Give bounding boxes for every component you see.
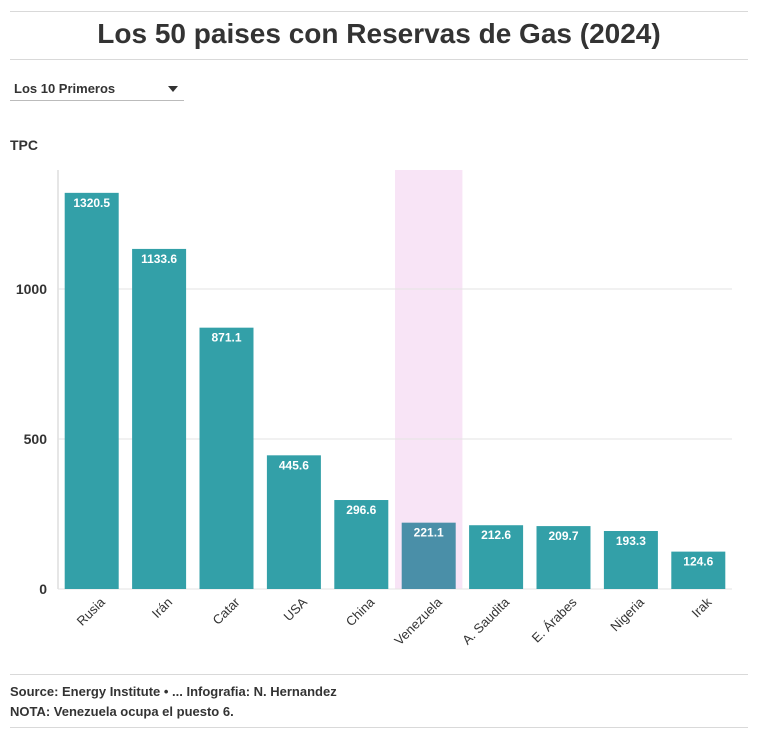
y-tick-label: 1000 [16, 281, 47, 297]
bar [266, 455, 321, 589]
bar [536, 526, 591, 589]
bar-value-label: 445.6 [279, 458, 309, 472]
x-tick-label: Venezuela [391, 594, 445, 648]
x-tick-label: Irak [688, 594, 714, 620]
bar-value-label: 296.6 [346, 503, 376, 517]
bar [671, 551, 726, 589]
bar [401, 522, 456, 589]
bar-value-label: 1133.6 [141, 252, 177, 266]
x-tick-label: E. Árabes [529, 594, 580, 645]
source-text: Source: Energy Institute • ... Infografi… [10, 684, 337, 699]
y-tick-label: 500 [24, 431, 48, 447]
x-tick-label: Nigeria [607, 594, 647, 634]
x-tick-label: A. Saudita [459, 594, 513, 648]
bar-value-label: 193.3 [616, 534, 646, 548]
title-rule [10, 59, 748, 60]
top-rule [10, 11, 748, 12]
bar [334, 500, 389, 589]
bar-chart: 0 500 1000 TPC 1320.5 Rusia 1133.6 Irán 871.1 Cat… [10, 137, 732, 648]
highlight-band [395, 170, 463, 589]
bar-value-label: 871.1 [211, 331, 241, 345]
x-tick-label: Rusia [74, 594, 109, 629]
x-tick-label: China [343, 594, 378, 629]
footer-rule [10, 674, 748, 675]
page-title: Los 50 paises con Reservas de Gas (2024) [97, 18, 661, 49]
note-text: NOTA: Venezuela ocupa el puesto 6. [10, 704, 234, 719]
ranking-dropdown[interactable]: Los 10 Primeros [10, 78, 184, 101]
bar-value-label: 212.6 [481, 528, 511, 542]
y-tick-label: 0 [39, 581, 47, 597]
bar-value-label: 1320.5 [73, 196, 110, 210]
x-tick-label: USA [281, 594, 311, 624]
bar [199, 327, 254, 589]
bar [64, 192, 119, 589]
bar-value-label: 209.7 [548, 529, 578, 543]
bar [603, 531, 658, 589]
x-tick-label: Irán [149, 595, 175, 621]
bar-value-label: 124.6 [683, 555, 713, 569]
y-axis-label: TPC [10, 137, 38, 153]
dropdown-selected-value: Los 10 Primeros [14, 81, 116, 96]
bar [469, 525, 524, 589]
bottom-rule [10, 727, 748, 728]
x-tick-label: Catar [210, 594, 244, 628]
bar [132, 248, 187, 590]
bar-value-label: 221.1 [414, 526, 444, 540]
chevron-down-icon [168, 86, 178, 92]
